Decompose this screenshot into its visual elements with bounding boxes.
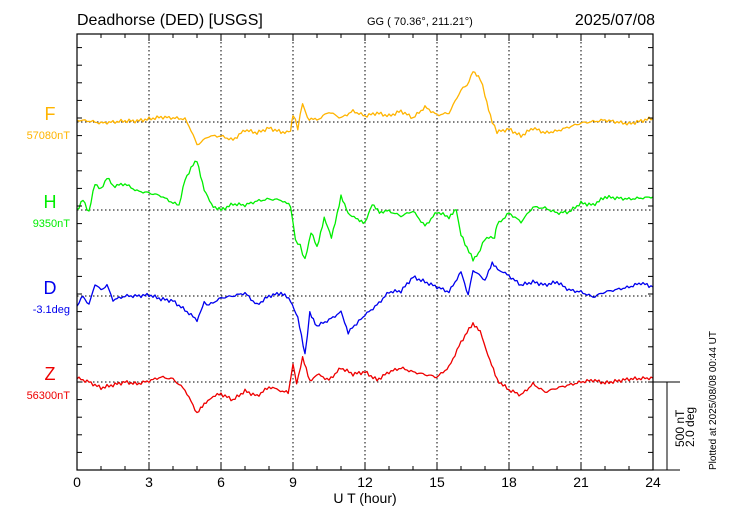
series-baseline-h: 9350nT: [33, 218, 71, 230]
x-tick-label: 15: [429, 474, 445, 490]
scale-nt-label: 500 nT: [673, 409, 687, 447]
x-tick-label: 12: [357, 474, 373, 490]
scale-deg-label: 2.0 deg: [683, 407, 697, 447]
station-title: Deadhorse (DED) [USGS]: [77, 12, 263, 29]
x-tick-label: 21: [573, 474, 589, 490]
x-tick-label: 24: [645, 474, 661, 490]
grid: [77, 34, 653, 470]
axis-ticks: 0 3 6 9 12 15 18 21 24: [73, 34, 661, 490]
series-name-h: H: [44, 192, 57, 212]
series-name-d: D: [44, 278, 57, 298]
series-name-z: Z: [45, 364, 56, 384]
x-tick-label: 18: [501, 474, 517, 490]
series-line-h: [76, 160, 654, 262]
series-group: [76, 71, 654, 414]
x-tick-label: 3: [145, 474, 153, 490]
x-tick-label: 9: [289, 474, 297, 490]
station-coords: GG ( 70.36°, 211.21°): [367, 16, 473, 28]
series-line-d: [76, 261, 654, 355]
series-baseline-d: -3.1deg: [33, 304, 70, 316]
plotted-timestamp: Plotted at 2025/08/08 00:44 UT: [708, 331, 719, 470]
x-axis-label: U T (hour): [333, 490, 396, 506]
series-baseline-z: 56300nT: [27, 390, 71, 402]
series-name-f: F: [45, 104, 56, 124]
series-line-z: [76, 322, 654, 414]
series-labels: F 57080nT H 9350nT D -3.1deg Z 56300nT: [27, 104, 71, 402]
series-line-f: [76, 71, 654, 146]
x-tick-label: 6: [217, 474, 225, 490]
plot-date: 2025/07/08: [575, 12, 655, 29]
x-tick-label: 0: [73, 474, 81, 490]
scale-bar: [653, 381, 680, 471]
series-baseline-f: 57080nT: [27, 130, 71, 142]
